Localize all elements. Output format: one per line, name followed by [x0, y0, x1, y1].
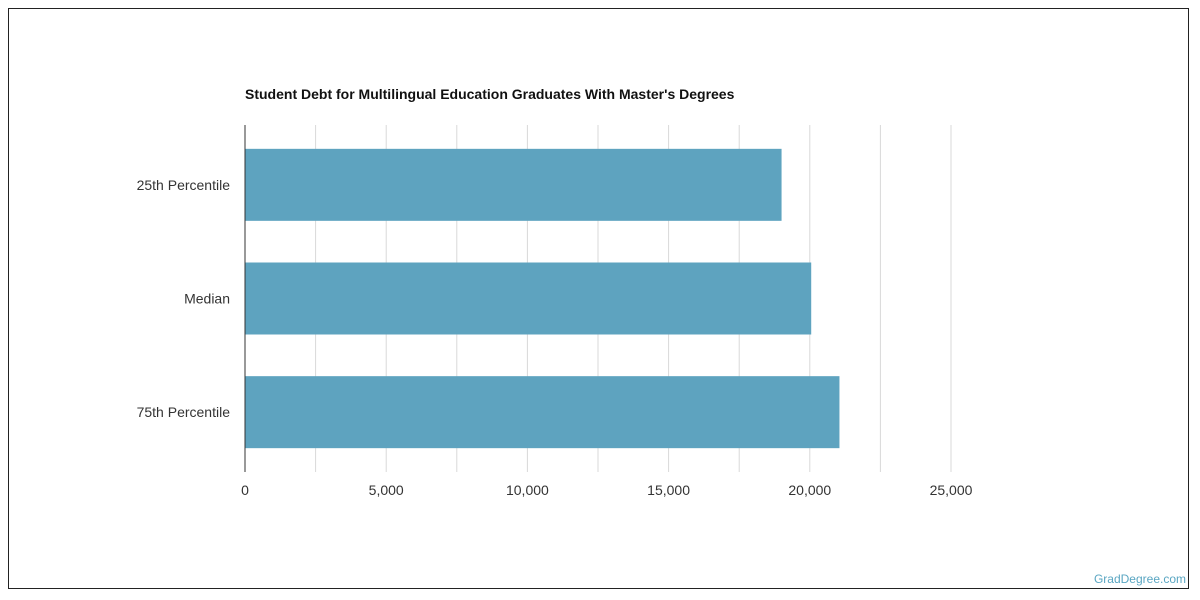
x-tick-label: 0 [241, 482, 249, 498]
category-label: Median [184, 291, 230, 307]
x-tick-label: 20,000 [788, 482, 831, 498]
chart-frame [8, 8, 1189, 589]
category-label: 75th Percentile [137, 404, 231, 420]
x-axis-ticks: 0 5,000 10,000 15,000 20,000 25,000 [241, 482, 973, 498]
category-label: 25th Percentile [137, 177, 231, 193]
chart-title: Student Debt for Multilingual Education … [245, 86, 735, 102]
x-tick-label: 5,000 [369, 482, 404, 498]
x-tick-label: 25,000 [930, 482, 973, 498]
x-tick-label: 10,000 [506, 482, 549, 498]
bars [245, 148, 840, 449]
category-labels: 25th Percentile Median 75th Percentile [137, 177, 231, 420]
bar-25th-percentile[interactable] [245, 148, 782, 221]
bar-75th-percentile[interactable] [245, 376, 840, 449]
x-tick-label: 15,000 [647, 482, 690, 498]
source-credit[interactable]: GradDegree.com [1093, 572, 1186, 586]
bar-median[interactable] [245, 262, 812, 335]
